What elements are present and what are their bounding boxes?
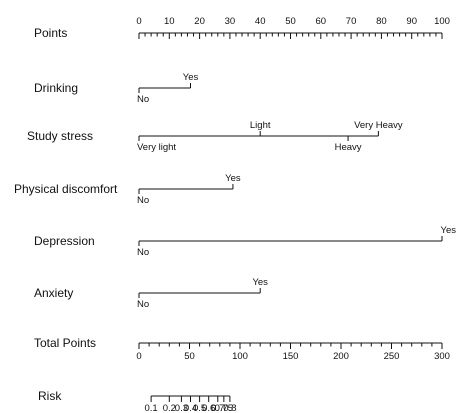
total-points-tick-label: 300	[434, 351, 450, 362]
points-tick-label: 50	[285, 16, 296, 27]
risk-tick-label: 0.75	[215, 403, 234, 413]
physical-discomfort-label: Physical discomfort	[14, 182, 118, 196]
anxiety-level-label: No	[137, 299, 149, 310]
physical-discomfort-level-label: Yes	[225, 173, 241, 184]
physical-discomfort-level-label: No	[137, 195, 149, 206]
points-tick-label: 60	[316, 16, 327, 27]
risk-tick-label: 0.2	[163, 403, 176, 413]
risk-tick-label: 0.3	[175, 403, 188, 413]
depression-label: Depression	[34, 234, 95, 248]
risk-tick-label: 0.8	[223, 403, 236, 413]
depression-level-label: Yes	[441, 225, 457, 236]
points-tick-label: 40	[255, 16, 266, 27]
points-tick-label: 10	[164, 16, 175, 27]
study-stress-level-label: Heavy	[335, 142, 362, 153]
points-tick-label: 30	[225, 16, 236, 27]
drinking-label: Drinking	[34, 81, 78, 95]
risk-tick-label: 0.1	[145, 403, 158, 413]
points-tick-label: 0	[136, 16, 141, 27]
drinking-level-label: No	[137, 94, 149, 105]
points-tick-label: 20	[194, 16, 205, 27]
points-row-label: Points	[34, 26, 67, 40]
study-stress-level-label: Very Heavy	[354, 120, 403, 131]
total-points-tick-label: 200	[333, 351, 349, 362]
total-points-tick-label: 50	[184, 351, 195, 362]
points-tick-label: 90	[406, 16, 417, 27]
risk-tick-label: 0.6	[202, 403, 215, 413]
anxiety-label: Anxiety	[34, 286, 73, 300]
total-points-tick-label: 250	[384, 351, 400, 362]
total-points-tick-label: 150	[283, 351, 299, 362]
total-points-tick-label: 100	[232, 351, 248, 362]
study-stress-label: Study stress	[27, 129, 93, 143]
points-tick-label: 80	[376, 16, 387, 27]
points-tick-label: 70	[346, 16, 357, 27]
depression-level-label: No	[137, 247, 149, 258]
risk-label: Risk	[38, 389, 62, 403]
total-points-label: Total Points	[34, 336, 96, 350]
risk-tick-label: 0.5	[193, 403, 206, 413]
study-stress-level-label: Light	[250, 120, 271, 131]
points-tick-label: 100	[434, 16, 450, 27]
risk-tick-label: 0.4	[184, 403, 197, 413]
risk-tick-label: 0.7	[211, 403, 224, 413]
study-stress-level-label: Very light	[137, 142, 176, 153]
drinking-level-label: Yes	[183, 72, 199, 83]
total-points-tick-label: 0	[136, 351, 141, 362]
anxiety-level-label: Yes	[252, 277, 268, 288]
